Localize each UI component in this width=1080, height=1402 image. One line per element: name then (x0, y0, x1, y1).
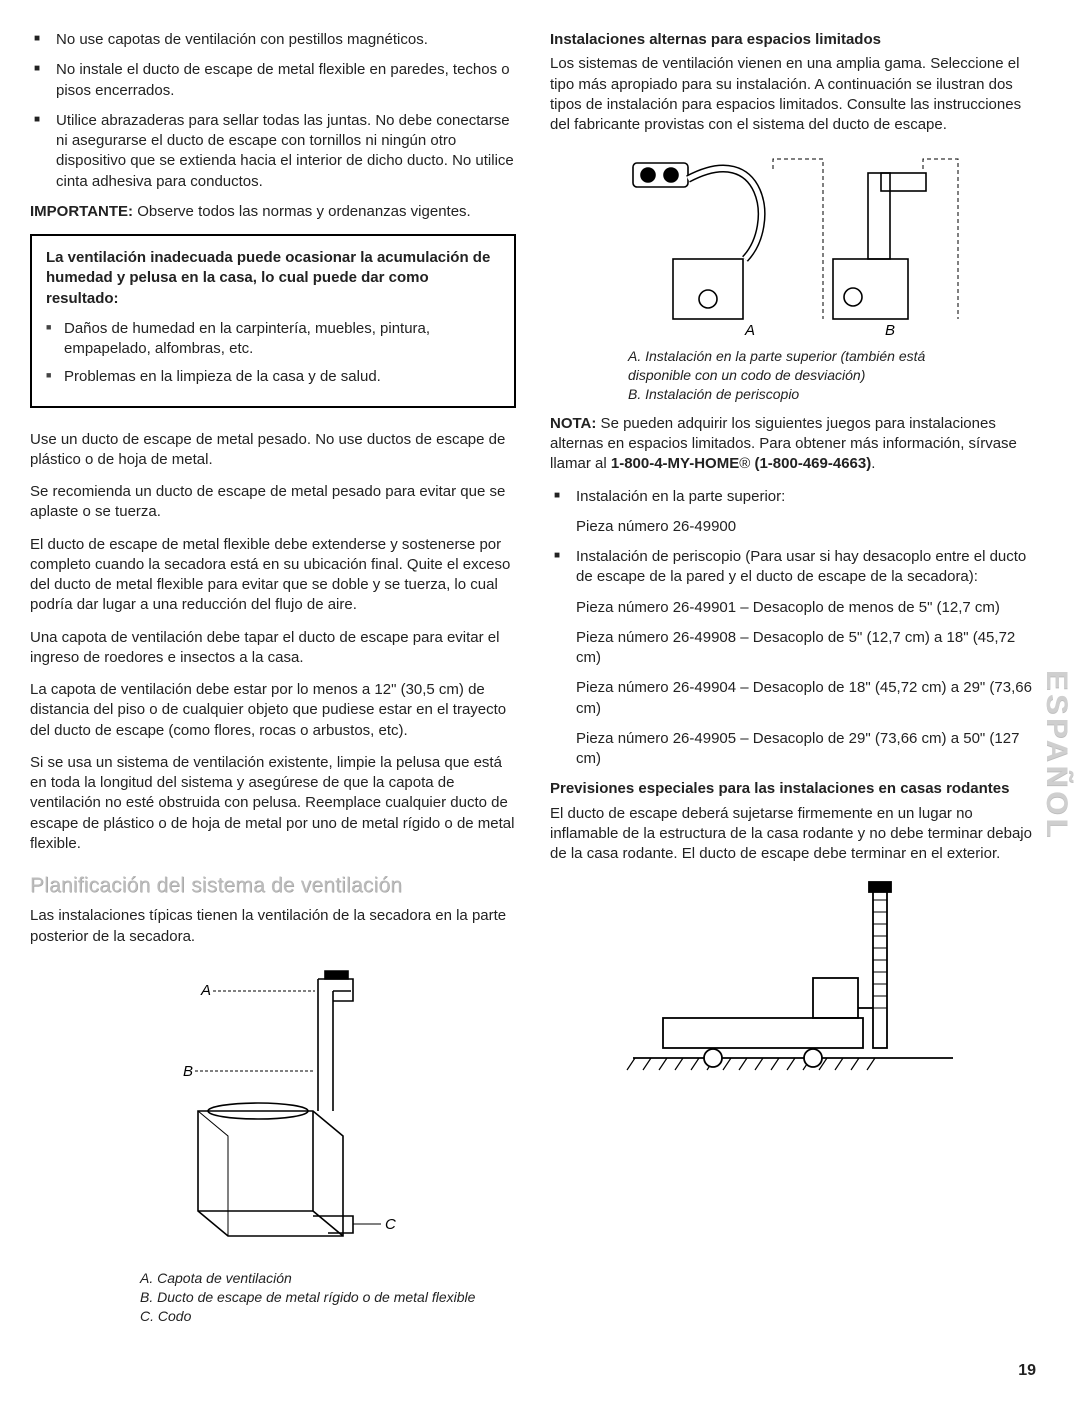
kit-part: Pieza número 26-49905 – Desacoplo de 29"… (576, 729, 1036, 770)
bullet-item: No use capotas de ventilación con pestil… (34, 30, 516, 50)
section-title: Planificación del sistema de ventilación (30, 872, 516, 900)
caption-line: A. Capota de ventilación (140, 1269, 516, 1288)
kit-part: Pieza número 26-49904 – Desacoplo de 18"… (576, 678, 1036, 719)
svg-text:A: A (744, 322, 755, 339)
svg-text:B: B (885, 322, 895, 339)
caption-line: A. Instalación en la parte superior (tam… (628, 347, 958, 385)
section-intro: Las instalaciones típicas tienen la vent… (30, 906, 516, 947)
kit-part: Pieza número 26-49901 – Desacoplo de men… (576, 598, 1036, 618)
bullet-item: Utilice abrazaderas para sellar todas la… (34, 111, 516, 192)
reg-mark: ® (739, 455, 750, 472)
caption-line: C. Codo (140, 1307, 516, 1326)
important-label: IMPORTANTE: (30, 203, 133, 220)
caption-line: B. Instalación de periscopio (628, 385, 958, 404)
nota-phone2: (1-800-469-4663) (754, 455, 871, 472)
install-kits-list: Instalación en la parte superior: Pieza … (550, 487, 1036, 770)
warning-item: Problemas en la limpieza de la casa y de… (46, 367, 500, 387)
body-para: Una capota de ventilación debe tapar el … (30, 628, 516, 669)
bullet-item: No instale el ducto de escape de metal f… (34, 60, 516, 101)
figure-mobile-home (550, 878, 1036, 1088)
nota-paragraph: NOTA: Se pueden adquirir los siguientes … (550, 414, 1036, 475)
caption-line: B. Ducto de escape de metal rígido o de … (140, 1288, 516, 1307)
body-para: Use un ducto de escape de metal pesado. … (30, 430, 516, 471)
figure1-caption: A. Capota de ventilación B. Ducto de esc… (140, 1269, 516, 1326)
warning-item: Daños de humedad en la carpintería, mueb… (46, 319, 500, 360)
nota-label: NOTA: (550, 415, 596, 432)
body-para: La capota de ventilación debe estar por … (30, 680, 516, 741)
figure-alternate-installs: A B (550, 149, 1036, 339)
page-number: 19 (1018, 1360, 1036, 1382)
svg-text:B: B (183, 1063, 193, 1080)
body-para: Los sistemas de ventilación vienen en un… (550, 54, 1036, 135)
subheading-alternate: Instalaciones alternas para espacios lim… (550, 30, 1036, 50)
warning-list: Daños de humedad en la carpintería, mueb… (46, 319, 500, 388)
language-tab: ESPAÑOL (1036, 670, 1077, 841)
warning-lead: La ventilación inadecuada puede ocasiona… (46, 248, 500, 309)
body-para: Se recomienda un ducto de escape de meta… (30, 482, 516, 523)
subheading-mobile-homes: Previsiones especiales para las instalac… (550, 779, 1036, 799)
top-bullet-list: No use capotas de ventilación con pestil… (30, 30, 516, 192)
body-para: El ducto de escape deberá sujetarse firm… (550, 804, 1036, 865)
warning-box: La ventilación inadecuada puede ocasiona… (30, 234, 516, 408)
figure2-caption: A. Instalación en la parte superior (tam… (628, 347, 958, 404)
figure-dryer-vent: A B C (30, 961, 516, 1261)
left-column: No use capotas de ventilación con pestil… (30, 30, 516, 1326)
svg-text:A: A (200, 982, 211, 999)
body-para: Si se usa un sistema de ventilación exis… (30, 753, 516, 854)
svg-text:C: C (385, 1216, 396, 1233)
kit-title: Instalación en la parte superior: (576, 488, 785, 505)
kit-item: Instalación de periscopio (Para usar si … (554, 547, 1036, 769)
body-para: El ducto de escape de metal flexible deb… (30, 535, 516, 616)
kit-part: Pieza número 26-49900 (576, 517, 1036, 537)
nota-phone: 1-800-4-MY-HOME (611, 455, 739, 472)
kit-item: Instalación en la parte superior: Pieza … (554, 487, 1036, 538)
right-column: Instalaciones alternas para espacios lim… (550, 30, 1036, 1326)
important-note: IMPORTANTE: Observe todos las normas y o… (30, 202, 516, 222)
important-text: Observe todos las normas y ordenanzas vi… (133, 203, 471, 220)
kit-title: Instalación de periscopio (Para usar si … (576, 548, 1026, 585)
kit-part: Pieza número 26-49908 – Desacoplo de 5" … (576, 628, 1036, 669)
